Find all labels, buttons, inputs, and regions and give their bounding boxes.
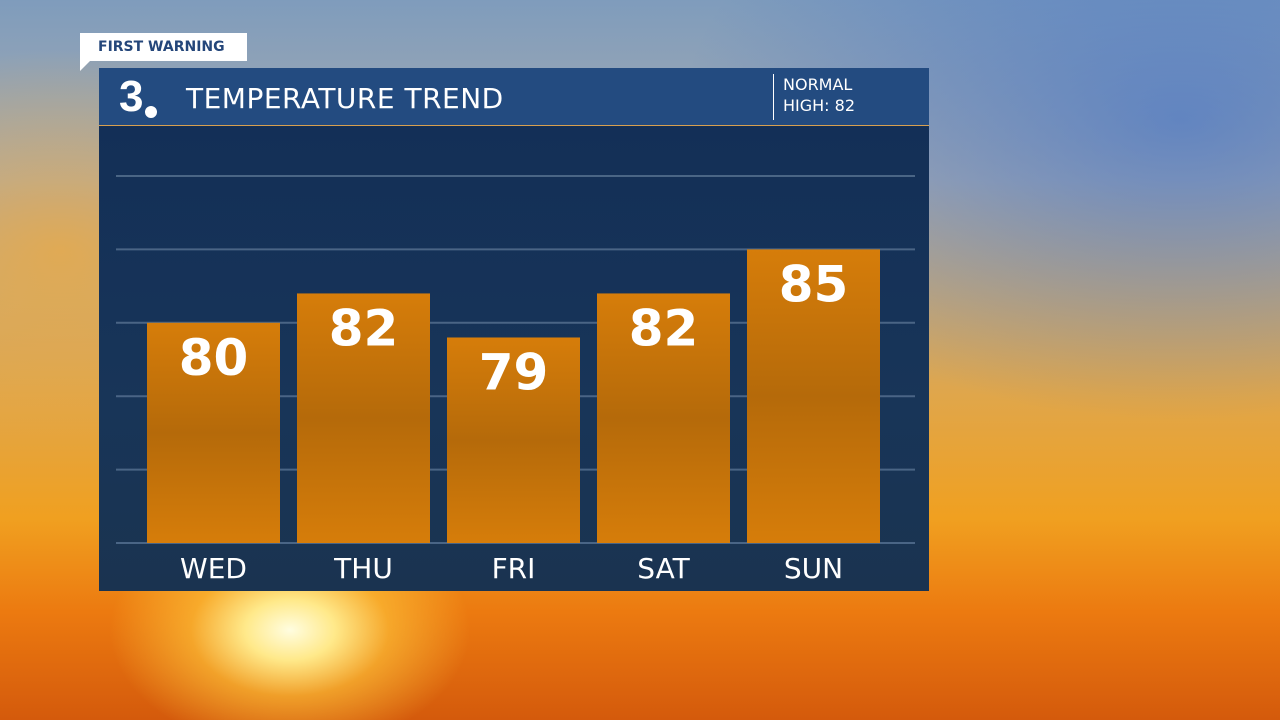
- station-logo: 3: [119, 72, 144, 121]
- data-label: 82: [629, 299, 699, 357]
- bar-sat: [597, 293, 730, 543]
- chart-header: 3 TEMPERATURE TREND NORMAL HIGH: 82: [99, 68, 929, 126]
- first-warning-badge: FIRST WARNING: [80, 33, 247, 71]
- data-label: 85: [779, 255, 849, 313]
- tick-label: SAT: [637, 552, 690, 585]
- normal-high: NORMAL HIGH: 82: [773, 74, 855, 120]
- tick-label: WED: [180, 552, 247, 585]
- cbs-eye-icon: [143, 104, 159, 120]
- chart-body: 80 WED 82 THU 79 FRI 82 SAT 85 SUN: [99, 126, 929, 591]
- bar-sun: [747, 249, 880, 543]
- page-title: TEMPERATURE TREND: [186, 82, 504, 115]
- tick-label: FRI: [492, 552, 536, 585]
- bar-fri: [447, 337, 580, 543]
- bar-chart: 80 WED 82 THU 79 FRI 82 SAT 85 SUN: [116, 175, 915, 585]
- bar-wed: [147, 322, 280, 543]
- tick-label: THU: [333, 552, 393, 585]
- data-label: 80: [179, 329, 249, 387]
- chart-panel: 3 TEMPERATURE TREND NORMAL HIGH: 82 80 WE…: [99, 68, 929, 591]
- data-label: 82: [329, 299, 399, 357]
- data-label: 79: [479, 343, 549, 401]
- tick-label: SUN: [784, 552, 843, 585]
- normal-label: NORMAL: [783, 75, 853, 94]
- normal-value: HIGH: 82: [783, 96, 856, 115]
- bar-thu: [297, 293, 430, 543]
